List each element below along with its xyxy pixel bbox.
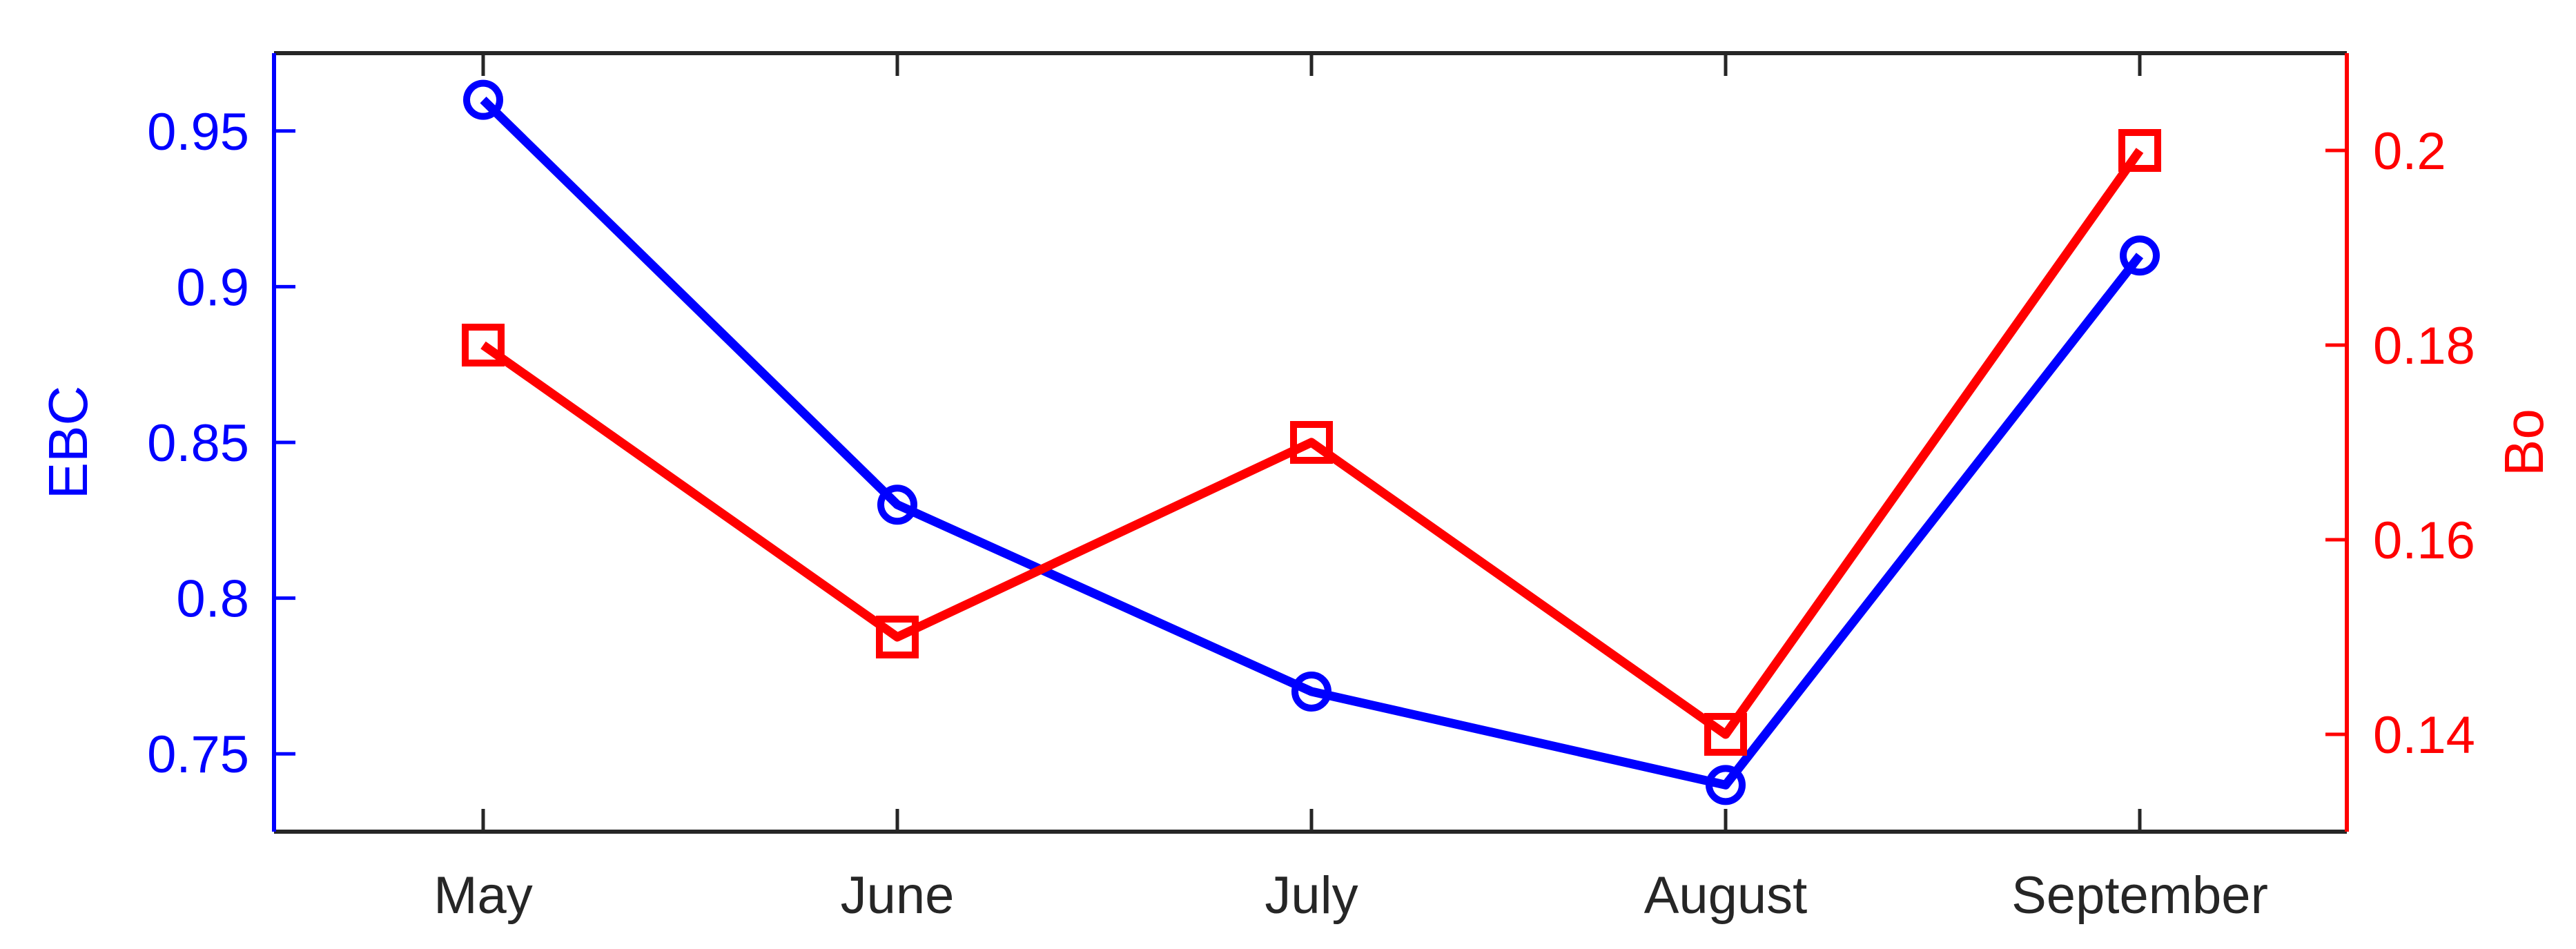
marker-ebc-september (2120, 235, 2160, 276)
marker-bo-may (462, 324, 505, 366)
x-axis-tick-label: August (1644, 866, 1808, 925)
left-axis-tick-label: 0.95 (147, 103, 249, 162)
marker-bo-september (2118, 129, 2161, 172)
marker-bo-july (1290, 421, 1333, 464)
series-line-bo (480, 148, 2144, 739)
series-line-ebc (480, 97, 2144, 790)
left-axis-tick-label: 0.75 (147, 725, 249, 784)
left-axis-tick-label: 0.85 (147, 414, 249, 473)
x-axis-tick-label: September (2011, 866, 2268, 925)
right-axis-tick-label: 0.18 (2373, 317, 2475, 375)
marker-ebc-june (877, 485, 917, 525)
x-axis-tick-label: May (433, 866, 533, 925)
left-axis-tick-label: 0.8 (176, 570, 249, 629)
left-axis-title: EBC (37, 386, 99, 500)
right-axis-tick-label: 0.14 (2373, 706, 2475, 765)
marker-bo-june (876, 616, 919, 658)
right-axis-title: Bo (2493, 409, 2555, 476)
right-axis-tick-label: 0.2 (2373, 122, 2446, 181)
marker-ebc-august (1706, 765, 1746, 805)
left-axis-tick-label: 0.9 (176, 258, 249, 317)
x-axis-tick-label: July (1265, 866, 1358, 925)
right-axis-tick-label: 0.16 (2373, 511, 2475, 570)
x-axis-tick-label: June (841, 866, 955, 925)
marker-bo-august (1704, 713, 1747, 756)
marker-ebc-july (1291, 671, 1331, 712)
marker-ebc-may (463, 79, 503, 120)
